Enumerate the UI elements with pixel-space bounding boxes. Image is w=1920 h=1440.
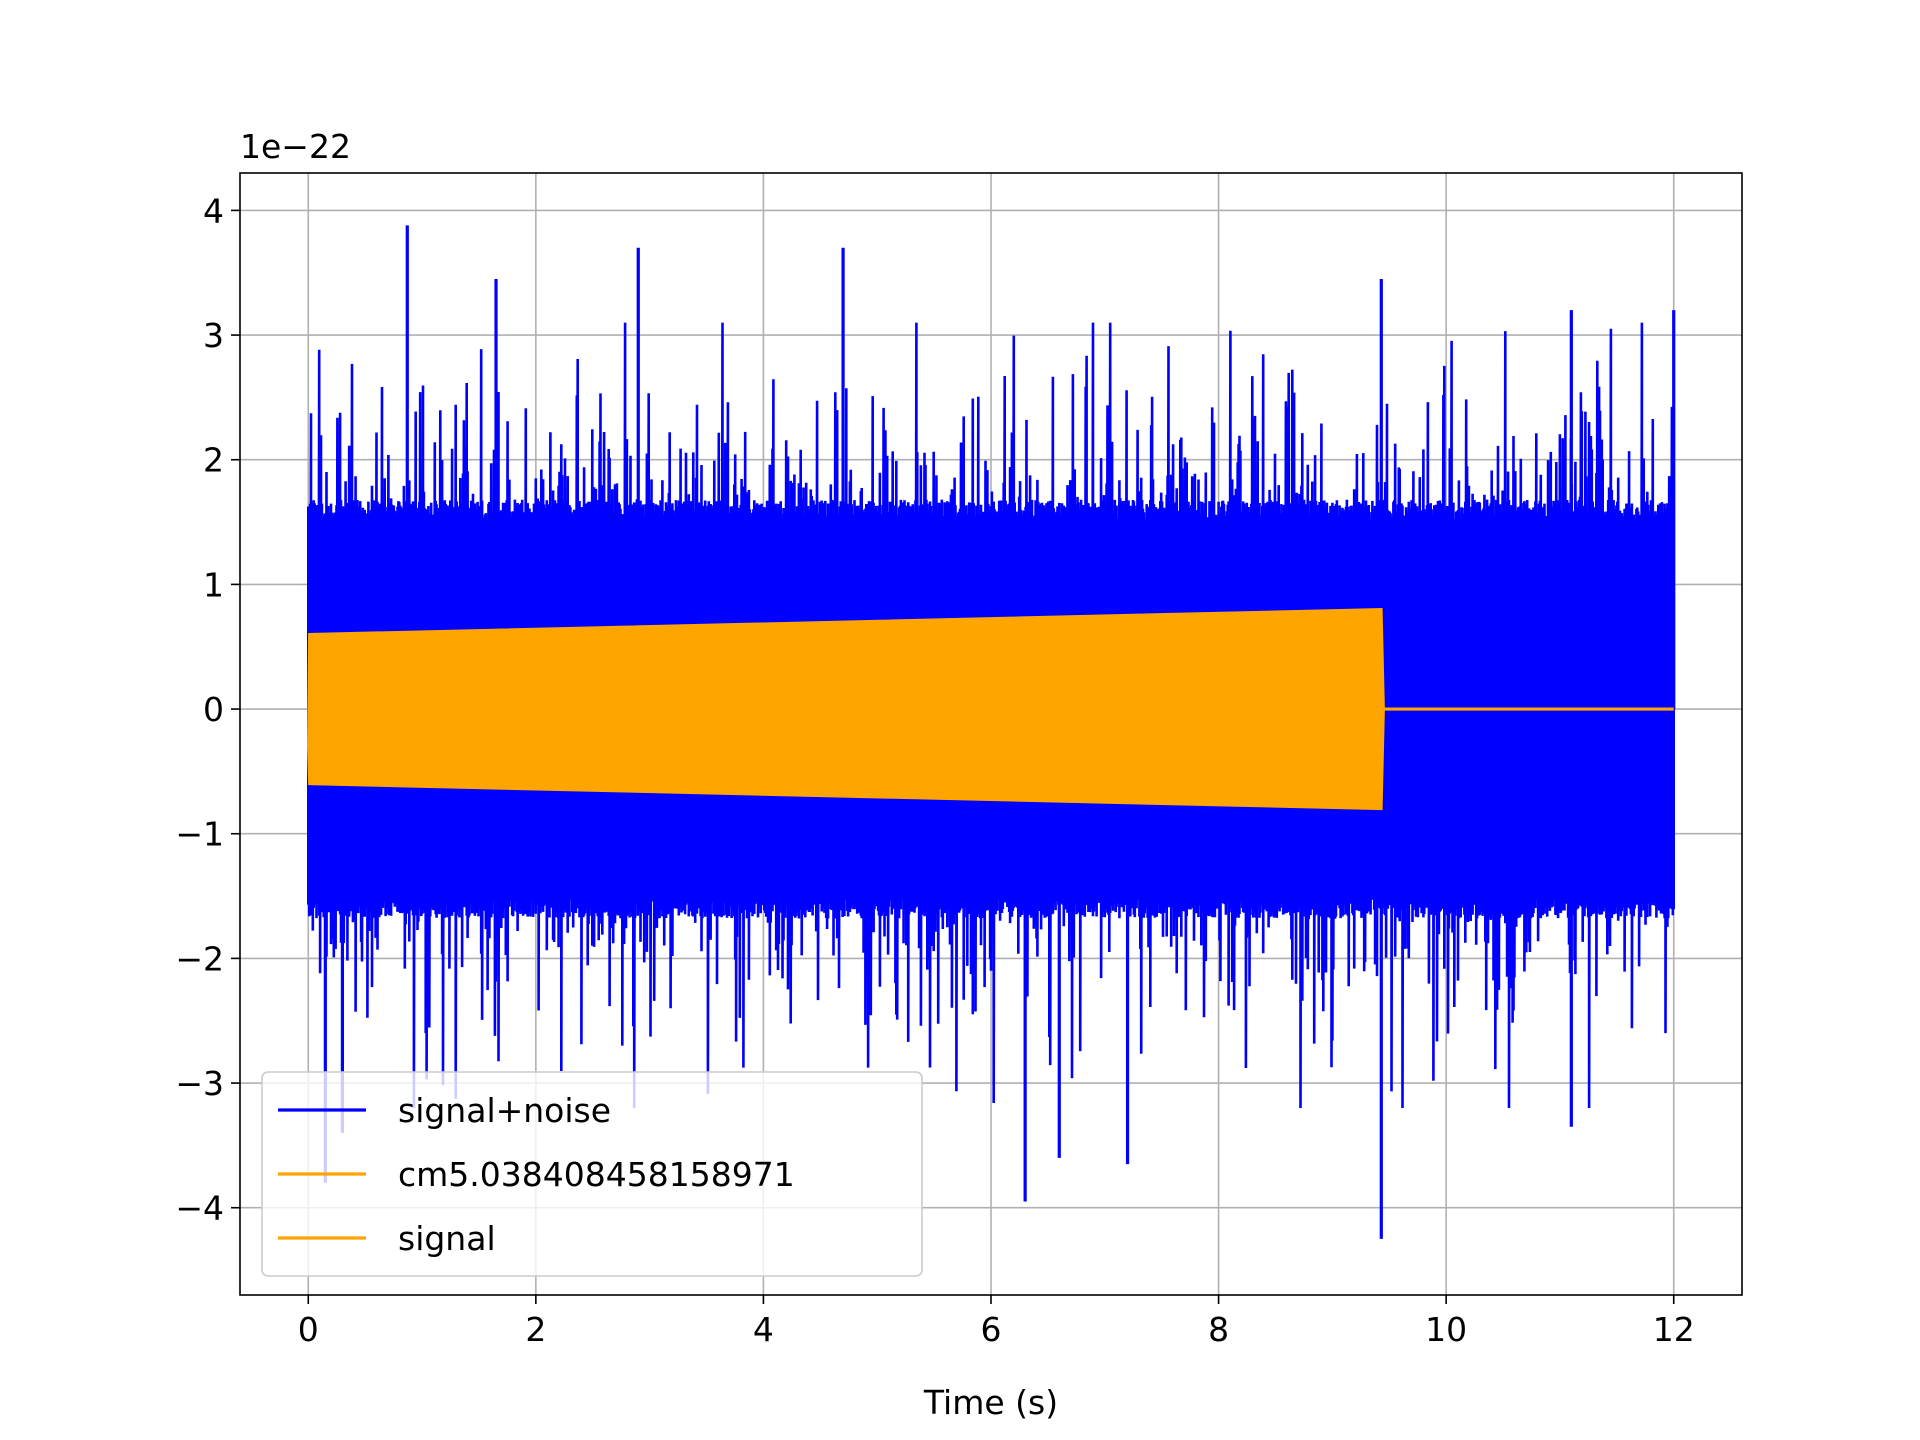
x-tick-label: 2 xyxy=(525,1310,546,1349)
x-axis-label: Time (s) xyxy=(923,1383,1058,1422)
x-tick-label: 0 xyxy=(298,1310,319,1349)
legend-label: signal+noise xyxy=(398,1091,611,1130)
x-axis-ticks: 0 2 4 6 8 10 12 xyxy=(298,1295,1695,1349)
y-offset-label: 1e−22 xyxy=(240,127,351,166)
legend-label: cm5.038408458158971 xyxy=(398,1155,795,1194)
legend: signal+noise cm5.038408458158971 signal xyxy=(261,1071,923,1277)
y-axis-ticks: 4 3 2 1 0 −1 −2 −3 −4 xyxy=(175,191,240,1228)
x-tick-label: 8 xyxy=(1208,1310,1229,1349)
y-tick-label: −2 xyxy=(175,939,224,978)
x-tick-label: 12 xyxy=(1653,1310,1695,1349)
x-tick-label: 10 xyxy=(1425,1310,1467,1349)
y-tick-label: 1 xyxy=(203,565,224,604)
series-layer xyxy=(306,225,1676,1239)
x-tick-label: 4 xyxy=(753,1310,774,1349)
y-tick-label: 4 xyxy=(203,191,224,230)
x-tick-label: 6 xyxy=(981,1310,1002,1349)
y-tick-label: −4 xyxy=(175,1189,224,1228)
y-tick-label: 3 xyxy=(203,316,224,355)
legend-label: signal xyxy=(398,1219,496,1258)
y-tick-label: −1 xyxy=(175,815,224,854)
y-tick-label: 2 xyxy=(203,441,224,480)
legend-box xyxy=(261,1071,923,1277)
y-tick-label: −3 xyxy=(175,1064,224,1103)
y-tick-label: 0 xyxy=(203,690,224,729)
signal-band xyxy=(306,607,1385,811)
